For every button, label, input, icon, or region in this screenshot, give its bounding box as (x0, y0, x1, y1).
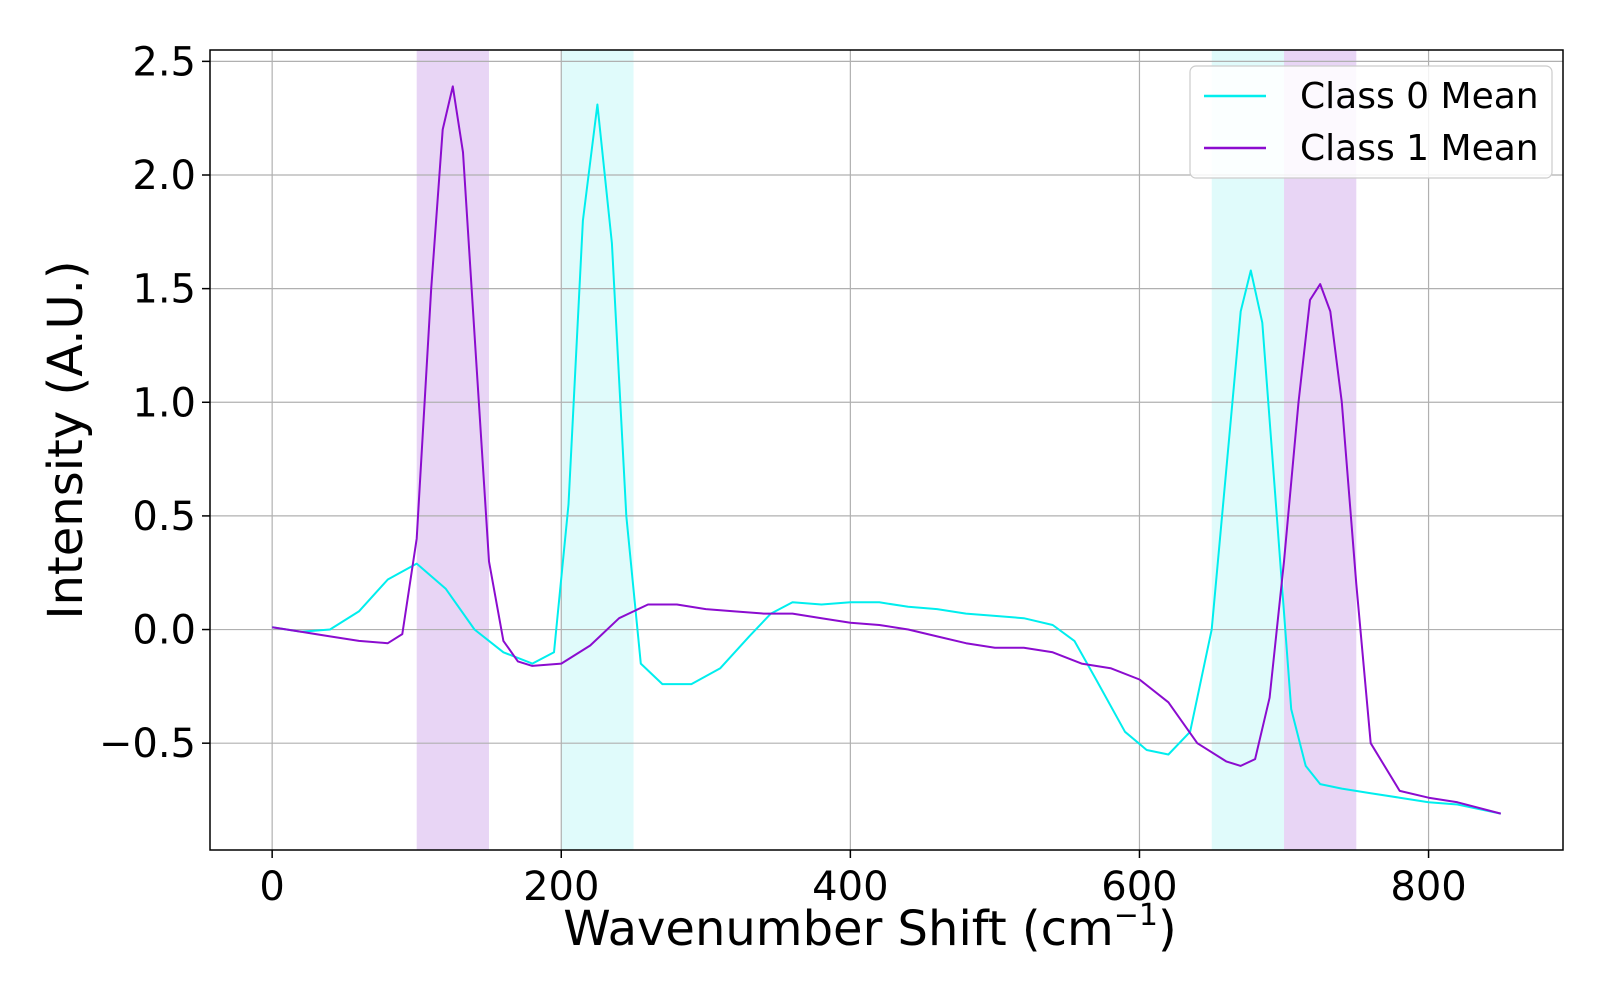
legend-label: Class 0 Mean (1300, 76, 1539, 117)
y-ticks: −0.5 0.0 0.5 1.0 1.5 2.0 2.5 (99, 39, 210, 767)
plot-frame (209, 49, 1564, 851)
series-line-class-1 (272, 85, 1502, 815)
shaded-region-2 (561, 50, 634, 850)
legend-box (1189, 65, 1553, 179)
legend-label: Class 1 Mean (1300, 128, 1539, 169)
y-tick-label: 0.5 (132, 494, 196, 540)
y-tick-label: 1.5 (132, 267, 196, 313)
y-tick-label: 2.5 (132, 39, 196, 85)
legend: Class 0 Mean Class 1 Mean (1189, 65, 1553, 179)
y-tick-label: 0.0 (132, 608, 196, 654)
series-lines (272, 85, 1502, 815)
shaded-region-1 (416, 50, 489, 850)
x-tick-label: 0 (259, 864, 284, 910)
x-tick-label: 400 (812, 864, 888, 910)
x-tick-label: 800 (1390, 864, 1466, 910)
y-tick-label: 1.0 (132, 380, 196, 426)
x-ticks: 0 200 400 600 800 (259, 850, 1467, 910)
y-tick-label: 2.0 (132, 153, 196, 199)
x-tick-label: 600 (1101, 864, 1177, 910)
shaded-region-4 (1284, 50, 1357, 850)
y-tick-label: −0.5 (99, 721, 196, 767)
x-tick-label: 200 (523, 864, 599, 910)
y-axis-label: Intensity (A.U.) (38, 260, 94, 619)
x-axis-label: Wavenumber Shift (cm−1) (563, 898, 1177, 957)
